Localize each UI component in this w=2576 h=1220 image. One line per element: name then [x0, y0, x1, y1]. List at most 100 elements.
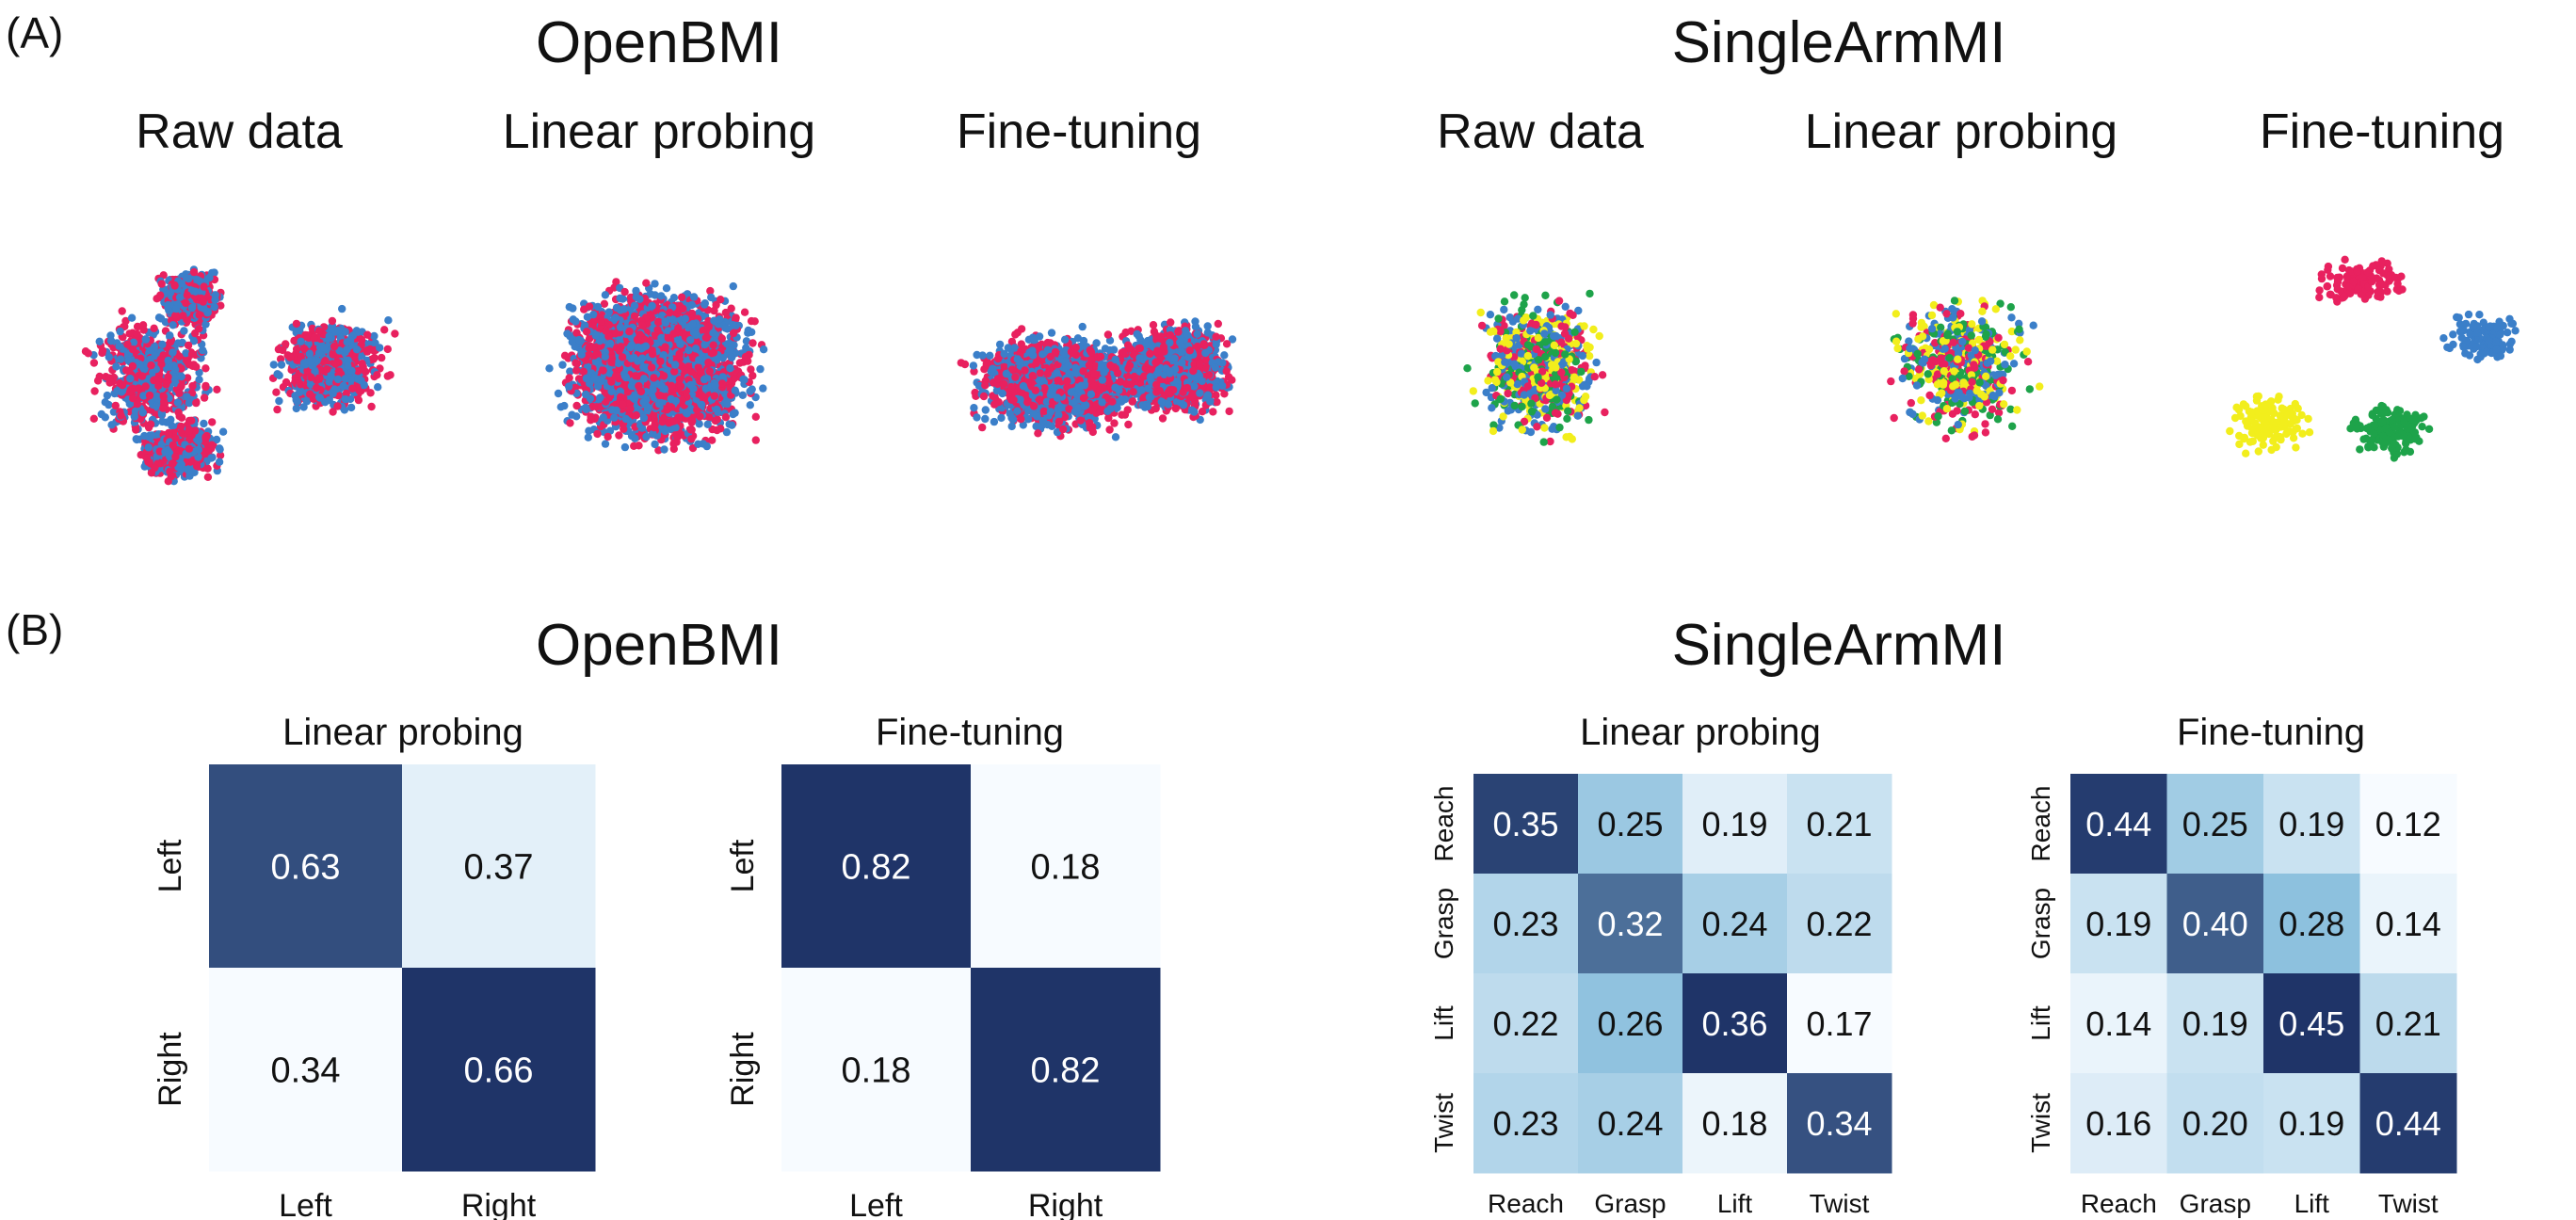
heatmap-cell-value: 0.22: [1806, 905, 1872, 943]
heatmap-cell-value: 0.16: [2085, 1104, 2151, 1143]
heatmap-cell-value: 0.40: [2182, 905, 2248, 943]
cm-title-openbmi-linear: Linear probing: [282, 712, 523, 753]
confusion-matrix-1: 0.82 0.18 0.18 0.82 Left Right Left Right: [725, 764, 1161, 1220]
heatmap-cell: [1578, 774, 1683, 875]
heatmap-cell-value: 0.19: [2278, 805, 2344, 843]
tsne-singlearm-finetune-yellow: [2226, 392, 2314, 458]
confusion-matrix-0: 0.63 0.37 0.34 0.66 Left Right Left Right: [153, 764, 596, 1220]
heatmap-cell: [2070, 1073, 2167, 1174]
heatmap-cell: [1578, 874, 1683, 974]
heatmap-cell: [2263, 874, 2360, 974]
heatmap-cell-value: 0.44: [2085, 805, 2151, 843]
tsne-subtitle-singlearm-finetune: Fine-tuning: [2259, 104, 2505, 159]
heatmap-cell: [1787, 1073, 1892, 1174]
heatmap-cell: [402, 968, 596, 1172]
x-tick-label: Left: [849, 1188, 903, 1220]
tsne-singlearm-raw: [1463, 289, 1609, 446]
tsne-singlearm-finetune-red: [2315, 255, 2407, 306]
heatmap-cell: [781, 764, 972, 969]
cm-title-openbmi-finetune: Fine-tuning: [875, 712, 1065, 753]
x-tick-label: Twist: [1810, 1189, 1870, 1218]
y-tick-label: Reach: [2026, 786, 2055, 862]
heatmap-cell: [1787, 774, 1892, 875]
heatmap-cell-value: 0.24: [1597, 1104, 1663, 1143]
y-tick-label: Grasp: [2026, 888, 2055, 959]
y-tick-label: Reach: [1429, 786, 1458, 862]
heatmap-cell-value: 0.18: [1701, 1104, 1767, 1143]
y-tick-label: Left: [153, 839, 188, 892]
heatmap-cell: [1787, 874, 1892, 974]
heatmap-cell: [2166, 874, 2264, 974]
heatmap-cell: [1578, 973, 1683, 1074]
heatmap-cell-value: 0.34: [271, 1051, 341, 1091]
heatmap-cell-value: 0.20: [2182, 1104, 2248, 1143]
cm-title-singlearm-finetune: Fine-tuning: [2176, 712, 2366, 753]
heatmap-cell-value: 0.25: [1597, 805, 1663, 843]
tsne-group-title-openbmi: OpenBMI: [536, 10, 782, 75]
tsne-subtitle-openbmi-linear: Linear probing: [502, 104, 816, 159]
heatmap-cell-value: 0.45: [2278, 1004, 2344, 1043]
heatmap-cell-value: 0.26: [1597, 1004, 1663, 1043]
heatmap-cell-value: 0.23: [1492, 905, 1558, 943]
heatmap-cell-value: 0.82: [1031, 1051, 1101, 1091]
tsne-group-title-singlearmmi: SingleArmMI: [1671, 10, 2006, 75]
heatmap-cell-value: 0.23: [1492, 1104, 1558, 1143]
y-tick-label: Twist: [2026, 1093, 2055, 1153]
x-tick-label: Lift: [1717, 1189, 1753, 1218]
y-tick-label: Grasp: [1429, 888, 1458, 959]
heatmap-cell-value: 0.19: [2085, 905, 2151, 943]
heatmap-cell-value: 0.82: [842, 848, 911, 888]
x-tick-label: Left: [279, 1188, 332, 1220]
heatmap-cell-value: 0.28: [2278, 905, 2344, 943]
heatmap-cell-value: 0.35: [1492, 805, 1558, 843]
cm-group-title-openbmi: OpenBMI: [536, 613, 782, 678]
heatmap-cell-value: 0.22: [1492, 1004, 1558, 1043]
heatmap-cell-value: 0.14: [2375, 905, 2441, 943]
x-tick-label: Twist: [2378, 1189, 2439, 1218]
tsne-openbmi-finetune: [957, 317, 1237, 441]
heatmap-cell: [1682, 973, 1788, 1074]
heatmap-cell: [2359, 774, 2457, 875]
heatmap-cell-value: 0.17: [1806, 1004, 1872, 1043]
heatmap-cell: [1682, 774, 1788, 875]
tsne-openbmi-linear: [545, 278, 768, 455]
cm-title-singlearm-linear: Linear probing: [1580, 712, 1821, 753]
heatmap-cell-value: 0.36: [1701, 1004, 1767, 1043]
confusion-matrix-3: 0.44 0.25 0.19 0.12 0.19 0.40 0.28 0.14 0.14 0.19…: [2026, 774, 2457, 1218]
tsne-singlearm-linear: [1887, 297, 2044, 442]
heatmap-cell: [1473, 774, 1579, 875]
x-tick-label: Lift: [2294, 1189, 2330, 1218]
heatmap-cell: [2070, 774, 2167, 875]
heatmap-cell: [2070, 973, 2167, 1074]
heatmap-cell: [2359, 973, 2457, 1074]
y-tick-label: Right: [153, 1032, 188, 1107]
heatmap-cell: [1473, 1073, 1579, 1174]
heatmap-cell: [402, 764, 596, 969]
heatmap-cell: [2359, 1073, 2457, 1174]
heatmap-cell-value: 0.25: [2182, 805, 2248, 843]
heatmap-cell: [2166, 973, 2264, 1074]
heatmap-cell-value: 0.44: [2375, 1104, 2441, 1143]
y-tick-label: Twist: [1429, 1093, 1458, 1153]
heatmap-cell: [1578, 1073, 1683, 1174]
heatmap-cell-value: 0.18: [1031, 848, 1101, 888]
heatmap-cell-value: 0.18: [842, 1051, 911, 1091]
heatmap-cell-value: 0.19: [1701, 805, 1767, 843]
heatmap-cell-value: 0.12: [2375, 805, 2441, 843]
tsne-singlearm-finetune-green: [2346, 401, 2434, 462]
heatmap-cell: [1787, 973, 1892, 1074]
heatmap-cell: [209, 764, 403, 969]
heatmap-cell: [2263, 973, 2360, 1074]
heatmap-cell: [2166, 774, 2264, 875]
y-tick-label: Right: [725, 1032, 761, 1107]
heatmap-cell-value: 0.34: [1806, 1104, 1872, 1143]
y-tick-label: Lift: [1429, 1005, 1458, 1041]
heatmap-cell-value: 0.21: [2375, 1004, 2441, 1043]
heatmap-cell-value: 0.24: [1701, 905, 1767, 943]
x-tick-label: Reach: [2081, 1189, 2157, 1218]
y-tick-label: Left: [725, 839, 761, 892]
panel-label-b: (B): [6, 605, 64, 654]
heatmap-cell-value: 0.21: [1806, 805, 1872, 843]
